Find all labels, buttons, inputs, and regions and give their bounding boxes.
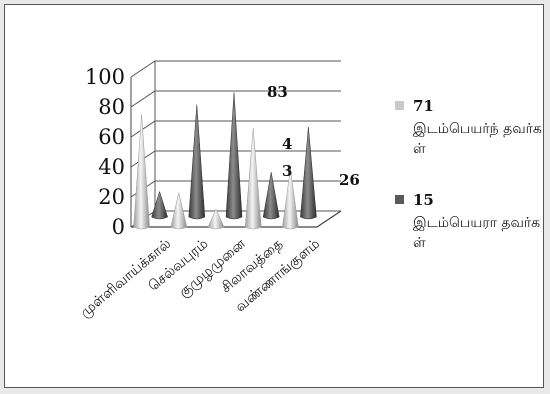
- legend-label: இடம்பெயர்ந் தவர்கள்: [413, 121, 542, 157]
- floor-edge: [131, 210, 342, 228]
- category-labels: முள்ளிவாய்க்கால்செல்வபுரம்குமுழமுனைசிலாவ…: [77, 236, 323, 321]
- legend-value: 15: [413, 191, 434, 209]
- cone-series-1: [170, 192, 188, 230]
- y-tick-label: 60: [98, 125, 125, 149]
- data-label: 83: [267, 83, 288, 101]
- legend-label: இடம்பெயரா தவர்கள்: [413, 215, 541, 251]
- gridline: [130, 90, 341, 108]
- y-tick-label: 100: [85, 65, 125, 89]
- data-labels: 83 4 3 26: [267, 83, 360, 189]
- legend-value: 71: [413, 97, 434, 115]
- cone-series-1: [282, 168, 299, 230]
- cone-series-1: [244, 127, 262, 230]
- y-tick-label: 40: [98, 155, 125, 179]
- data-label: 3: [282, 162, 292, 180]
- cone-series-1: [207, 208, 225, 230]
- legend-swatch-dark: [395, 195, 404, 204]
- cone-series-2: [151, 190, 168, 220]
- data-label: 4: [282, 135, 292, 153]
- y-tick-label: 0: [112, 215, 125, 239]
- legend-swatch-light: [395, 101, 404, 110]
- gridline: [130, 60, 341, 78]
- y-tick-labels: 0 20 40 60 80 100: [85, 65, 125, 239]
- y-tick-label: 20: [98, 185, 125, 209]
- cone-series-2: [225, 92, 243, 220]
- cone-series-2: [188, 104, 206, 220]
- cone-chart: 0 20 40 60 80 100 83 4 3 26 முள்ளிவாய்க்கால்செல்…: [77, 60, 360, 321]
- y-tick-label: 80: [98, 95, 125, 119]
- data-label: 26: [339, 171, 360, 189]
- cone-series-2: [300, 126, 317, 220]
- cone-series-1: [133, 114, 150, 230]
- cones-group: [133, 92, 317, 230]
- cone-series-2: [262, 171, 280, 220]
- chart-frame: 0 20 40 60 80 100 83 4 3 26 முள்ளிவாய்க்கால் செல்…: [4, 4, 544, 388]
